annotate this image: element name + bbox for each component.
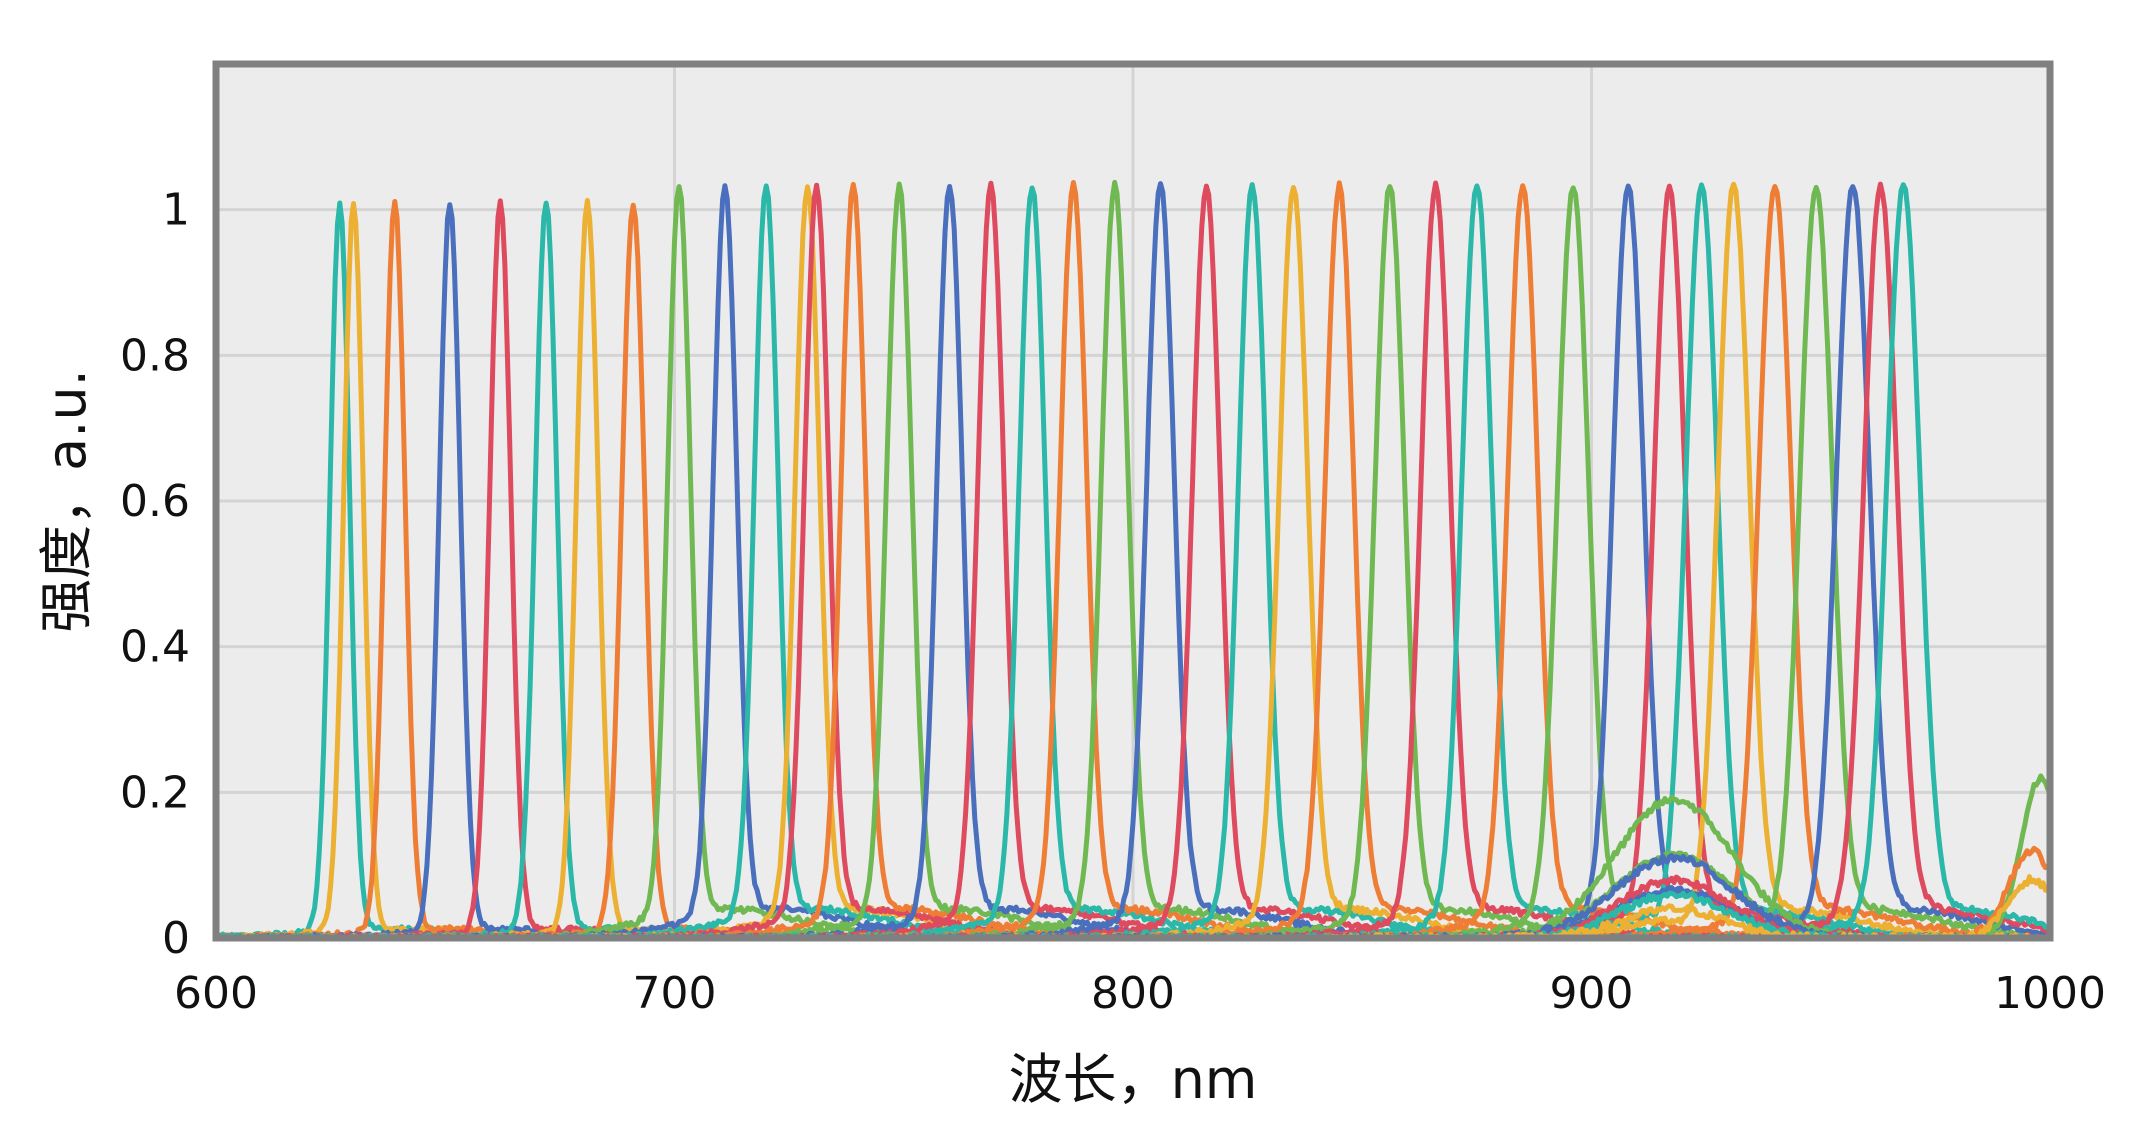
series-line [216, 179, 2050, 938]
x-tick-label: 1000 [1994, 968, 2106, 1019]
x-tick-labels: 600 700 800 900 1000 [174, 968, 2106, 1019]
y-tick-label: 0.2 [120, 767, 190, 818]
y-tick-label: 0.6 [120, 476, 190, 527]
y-axis-label: 强度，a.u. [35, 369, 98, 633]
x-axis-label: 波长，nm [1009, 1048, 1258, 1111]
y-tick-label: 0.8 [120, 330, 190, 381]
y-tick-label: 0 [162, 913, 190, 964]
x-tick-label: 900 [1550, 968, 1634, 1019]
plot-frame [212, 60, 2054, 942]
y-tick-label: 1 [162, 185, 190, 236]
x-tick-label: 800 [1091, 968, 1175, 1019]
x-tick-label: 600 [174, 968, 258, 1019]
y-tick-labels: 0 0.2 0.4 0.6 0.8 1 [120, 185, 190, 964]
secondary-hump-line [1864, 874, 2050, 938]
y-tick-label: 0.4 [120, 622, 190, 673]
x-tick-label: 700 [633, 968, 717, 1019]
